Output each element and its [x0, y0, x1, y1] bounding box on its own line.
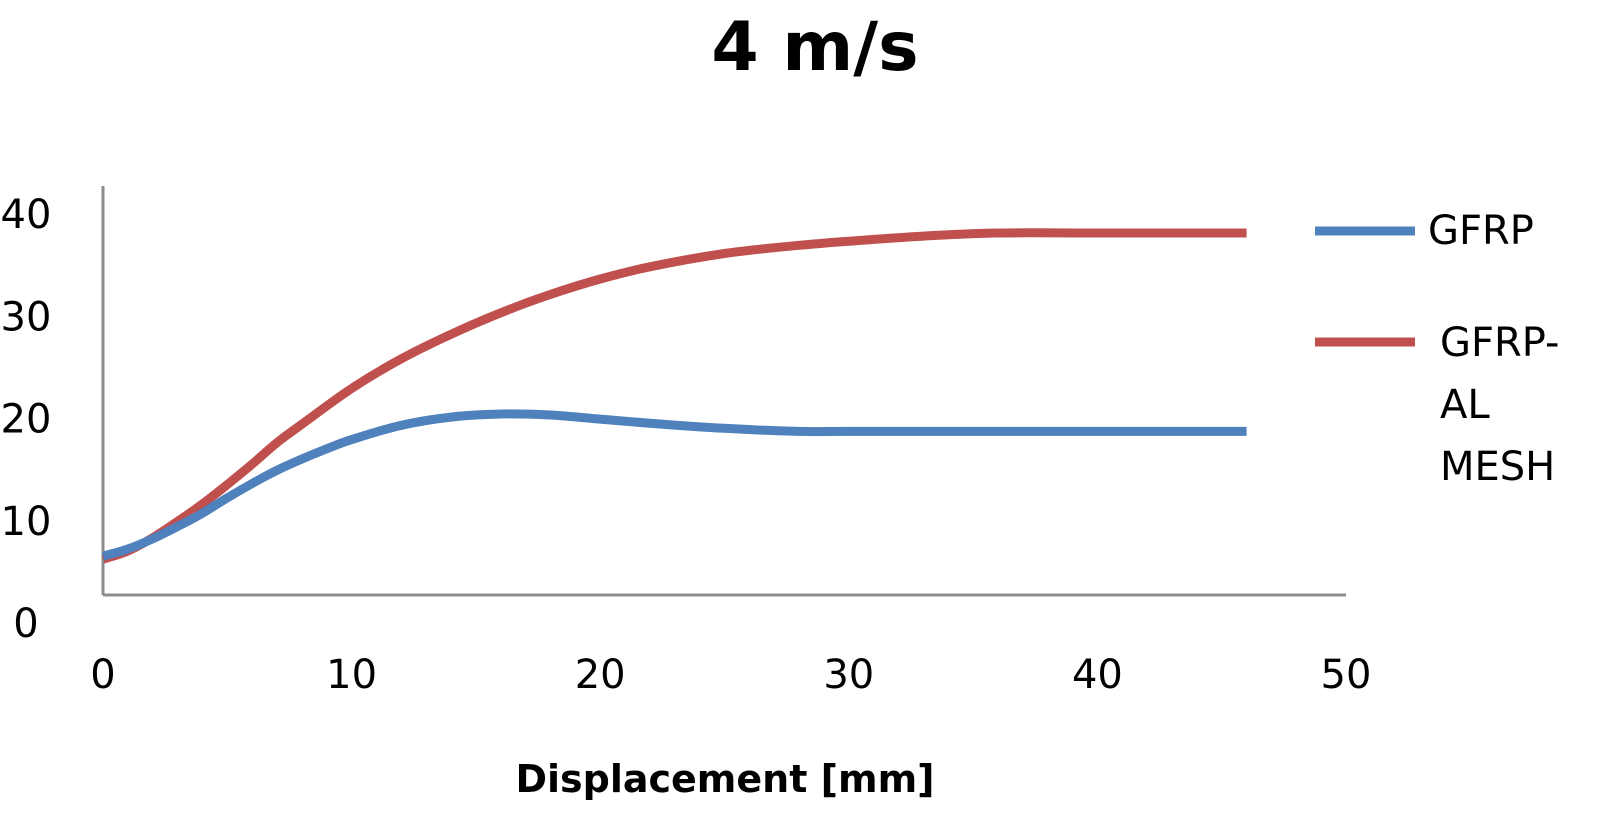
legend-label-line-1: GFRP-	[1440, 320, 1559, 366]
chart-title: 4 m/s	[711, 8, 918, 87]
x-tick-label: 10	[326, 652, 377, 698]
series-line-gfrp	[101, 409, 1247, 561]
legend-item-gfrp: GFRP	[1315, 208, 1534, 254]
legend: GFRP GFRP- AL MESH	[1315, 208, 1572, 490]
y-tick-label: 10	[1, 499, 52, 545]
legend-label-line-2: AL	[1440, 382, 1490, 428]
legend-label-gfrp: GFRP	[1428, 208, 1534, 254]
y-axis-ticks: 0 10 20 30 40	[1, 192, 52, 647]
series-layer	[101, 228, 1247, 564]
y-tick-label: 40	[1, 192, 52, 238]
x-tick-label: 30	[823, 652, 874, 698]
x-axis-ticks: 0 10 20 30 40 50	[90, 652, 1371, 698]
x-tick-label: 0	[90, 652, 115, 698]
y-tick-label: 0	[13, 601, 38, 647]
x-tick-label: 20	[575, 652, 626, 698]
y-tick-label: 20	[1, 397, 52, 443]
x-tick-label: 50	[1321, 652, 1372, 698]
legend-label-line-3: MESH	[1440, 444, 1555, 490]
x-tick-label: 40	[1072, 652, 1123, 698]
series-line-gfrp-al-mesh	[101, 228, 1247, 564]
x-axis-label: Displacement [mm]	[515, 757, 934, 801]
y-tick-label: 30	[1, 294, 52, 340]
legend-label-gfrp-al-mesh: GFRP- AL MESH	[1440, 320, 1572, 490]
legend-item-gfrp-al-mesh: GFRP- AL MESH	[1315, 320, 1572, 490]
